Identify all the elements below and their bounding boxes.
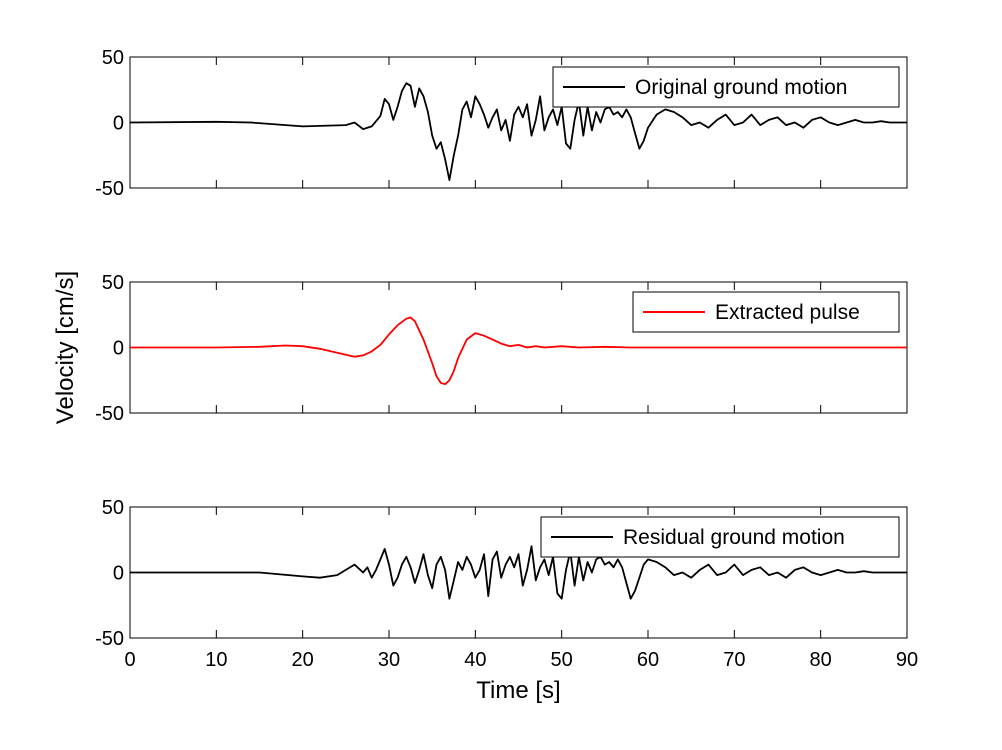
x-tick-label: 0: [124, 649, 135, 671]
y-tick-label: 0: [113, 338, 124, 360]
legend: Residual ground motion: [540, 516, 900, 558]
x-tick-label: 50: [551, 649, 573, 671]
panel-2: 50 0 -50 Extracted pulse Velocity [cm/s]: [52, 271, 908, 425]
x-tick-label: 80: [810, 649, 832, 671]
x-tick-label: 20: [292, 649, 314, 671]
y-tick-label: -50: [95, 178, 124, 200]
series-line-original-ground-motion: [129, 82, 907, 182]
legend: Original ground motion: [552, 66, 900, 108]
legend-entry: Original ground motion: [635, 76, 847, 99]
series-line-residual-ground-motion: [130, 545, 907, 600]
x-tick-label: 10: [205, 649, 227, 671]
y-tick-label: 50: [102, 272, 124, 294]
x-tick-label: 40: [464, 649, 486, 671]
legend-entry: Residual ground motion: [623, 526, 845, 549]
x-axis-label: Time [s]: [476, 677, 560, 704]
y-tick-label: 50: [102, 497, 124, 519]
x-tick-label: 90: [896, 649, 918, 671]
series-line-extracted-pulse: [130, 316, 907, 386]
y-tick-label: -50: [95, 403, 124, 425]
y-tick-label: 50: [102, 47, 124, 69]
legend-entry: Extracted pulse: [715, 301, 860, 324]
y-tick-label: 0: [113, 563, 124, 585]
x-tick-label: 70: [723, 649, 745, 671]
y-tick-label: -50: [95, 628, 124, 650]
y-tick-label: 0: [113, 113, 124, 135]
y-axis-label: Velocity [cm/s]: [52, 271, 79, 424]
legend: Extracted pulse: [632, 291, 900, 333]
x-tick-label: 60: [637, 649, 659, 671]
panel-1: 50 0 -50 Original ground motion: [95, 47, 908, 200]
x-tick-label: 30: [378, 649, 400, 671]
